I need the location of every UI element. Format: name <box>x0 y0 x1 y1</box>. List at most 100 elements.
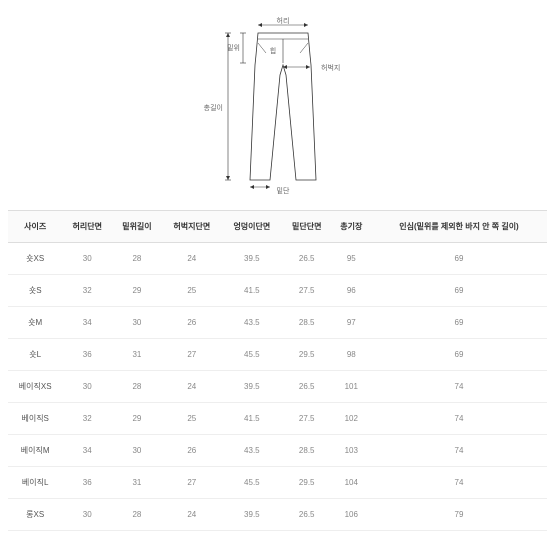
table-cell: 43.5 <box>222 307 282 339</box>
table-cell: 41.5 <box>222 403 282 435</box>
table-cell: 24 <box>162 371 222 403</box>
pants-diagram-area: 허리 밑위 힙 허벅지 총길이 밑단 <box>8 10 547 210</box>
table-row: 베이직L36312745.529.510474 <box>8 467 547 499</box>
table-cell: 74 <box>371 403 547 435</box>
table-row: 숏L36312745.529.59869 <box>8 339 547 371</box>
table-cell: 26.5 <box>282 371 332 403</box>
table-cell: 69 <box>371 339 547 371</box>
table-cell: 27.5 <box>282 275 332 307</box>
col-inseam: 인심(밑위를 제외한 바지 안 쪽 길이) <box>371 211 547 243</box>
table-cell: 104 <box>332 467 371 499</box>
table-cell: 26.5 <box>282 499 332 531</box>
table-cell: 45.5 <box>222 339 282 371</box>
table-cell: 74 <box>371 435 547 467</box>
table-row: 숏XS30282439.526.59569 <box>8 243 547 275</box>
table-row: 베이직S32292541.527.510274 <box>8 403 547 435</box>
table-cell: 30 <box>62 243 112 275</box>
table-cell: 106 <box>332 499 371 531</box>
hem-label: 밑단 <box>276 186 289 195</box>
col-waist: 허리단면 <box>62 211 112 243</box>
table-cell: 36 <box>62 339 112 371</box>
table-row: 롱XS30282439.526.510679 <box>8 499 547 531</box>
table-cell: 29 <box>112 403 162 435</box>
thigh-label: 허벅지 <box>321 63 340 72</box>
table-cell: 27.5 <box>282 403 332 435</box>
table-cell: 31 <box>112 339 162 371</box>
table-cell: 31 <box>112 467 162 499</box>
table-row: 숏S32292541.527.59669 <box>8 275 547 307</box>
col-rise: 밑위길이 <box>112 211 162 243</box>
table-cell: 베이직M <box>8 435 62 467</box>
table-cell: 28.5 <box>282 435 332 467</box>
table-cell: 25 <box>162 275 222 307</box>
table-cell: 34 <box>62 435 112 467</box>
table-cell: 베이직XS <box>8 371 62 403</box>
table-cell: 26 <box>162 435 222 467</box>
table-cell: 41.5 <box>222 275 282 307</box>
table-cell: 74 <box>371 371 547 403</box>
table-cell: 30 <box>62 499 112 531</box>
table-cell: 39.5 <box>222 371 282 403</box>
table-cell: 39.5 <box>222 499 282 531</box>
table-cell: 103 <box>332 435 371 467</box>
table-cell: 28 <box>112 371 162 403</box>
table-cell: 숏M <box>8 307 62 339</box>
table-cell: 96 <box>332 275 371 307</box>
col-size: 사이즈 <box>8 211 62 243</box>
table-cell: 28.5 <box>282 307 332 339</box>
table-row: 베이직M34302643.528.510374 <box>8 435 547 467</box>
table-cell: 102 <box>332 403 371 435</box>
table-cell: 30 <box>62 371 112 403</box>
size-chart-table: 사이즈 허리단면 밑위길이 허벅지단면 엉덩이단면 밑단단면 총기장 인심(밑위… <box>8 210 547 531</box>
table-cell: 32 <box>62 275 112 307</box>
table-cell: 25 <box>162 403 222 435</box>
table-cell: 98 <box>332 339 371 371</box>
total-length-label: 총길이 <box>203 103 222 112</box>
table-cell: 45.5 <box>222 467 282 499</box>
table-cell: 숏L <box>8 339 62 371</box>
table-cell: 39.5 <box>222 243 282 275</box>
col-total: 총기장 <box>332 211 371 243</box>
pants-measurement-diagram: 허리 밑위 힙 허벅지 총길이 밑단 <box>188 15 368 195</box>
col-hem: 밑단단면 <box>282 211 332 243</box>
table-cell: 28 <box>112 499 162 531</box>
table-cell: 34 <box>62 307 112 339</box>
table-cell: 32 <box>62 403 112 435</box>
table-cell: 101 <box>332 371 371 403</box>
table-cell: 29.5 <box>282 339 332 371</box>
table-cell: 27 <box>162 339 222 371</box>
table-cell: 26.5 <box>282 243 332 275</box>
table-cell: 97 <box>332 307 371 339</box>
table-cell: 롱XS <box>8 499 62 531</box>
col-hip: 엉덩이단면 <box>222 211 282 243</box>
table-cell: 69 <box>371 307 547 339</box>
table-row: 숏M34302643.528.59769 <box>8 307 547 339</box>
table-cell: 74 <box>371 467 547 499</box>
table-row: 베이직XS30282439.526.510174 <box>8 371 547 403</box>
table-cell: 26 <box>162 307 222 339</box>
table-cell: 숏XS <box>8 243 62 275</box>
table-header-row: 사이즈 허리단면 밑위길이 허벅지단면 엉덩이단면 밑단단면 총기장 인심(밑위… <box>8 211 547 243</box>
table-cell: 69 <box>371 243 547 275</box>
table-cell: 69 <box>371 275 547 307</box>
table-cell: 30 <box>112 435 162 467</box>
table-cell: 29.5 <box>282 467 332 499</box>
col-thigh: 허벅지단면 <box>162 211 222 243</box>
waist-label: 허리 <box>276 16 289 25</box>
table-cell: 28 <box>112 243 162 275</box>
table-cell: 30 <box>112 307 162 339</box>
table-cell: 36 <box>62 467 112 499</box>
hip-label: 힙 <box>269 46 275 55</box>
table-cell: 29 <box>112 275 162 307</box>
table-cell: 베이직L <box>8 467 62 499</box>
size-table-area: 사이즈 허리단면 밑위길이 허벅지단면 엉덩이단면 밑단단면 총기장 인심(밑위… <box>8 210 547 545</box>
rise-label: 밑위 <box>227 44 240 52</box>
table-cell: 95 <box>332 243 371 275</box>
table-cell: 43.5 <box>222 435 282 467</box>
table-cell: 24 <box>162 499 222 531</box>
table-cell: 79 <box>371 499 547 531</box>
table-cell: 베이직S <box>8 403 62 435</box>
table-cell: 24 <box>162 243 222 275</box>
table-body: 숏XS30282439.526.59569숏S32292541.527.5966… <box>8 243 547 531</box>
table-cell: 27 <box>162 467 222 499</box>
